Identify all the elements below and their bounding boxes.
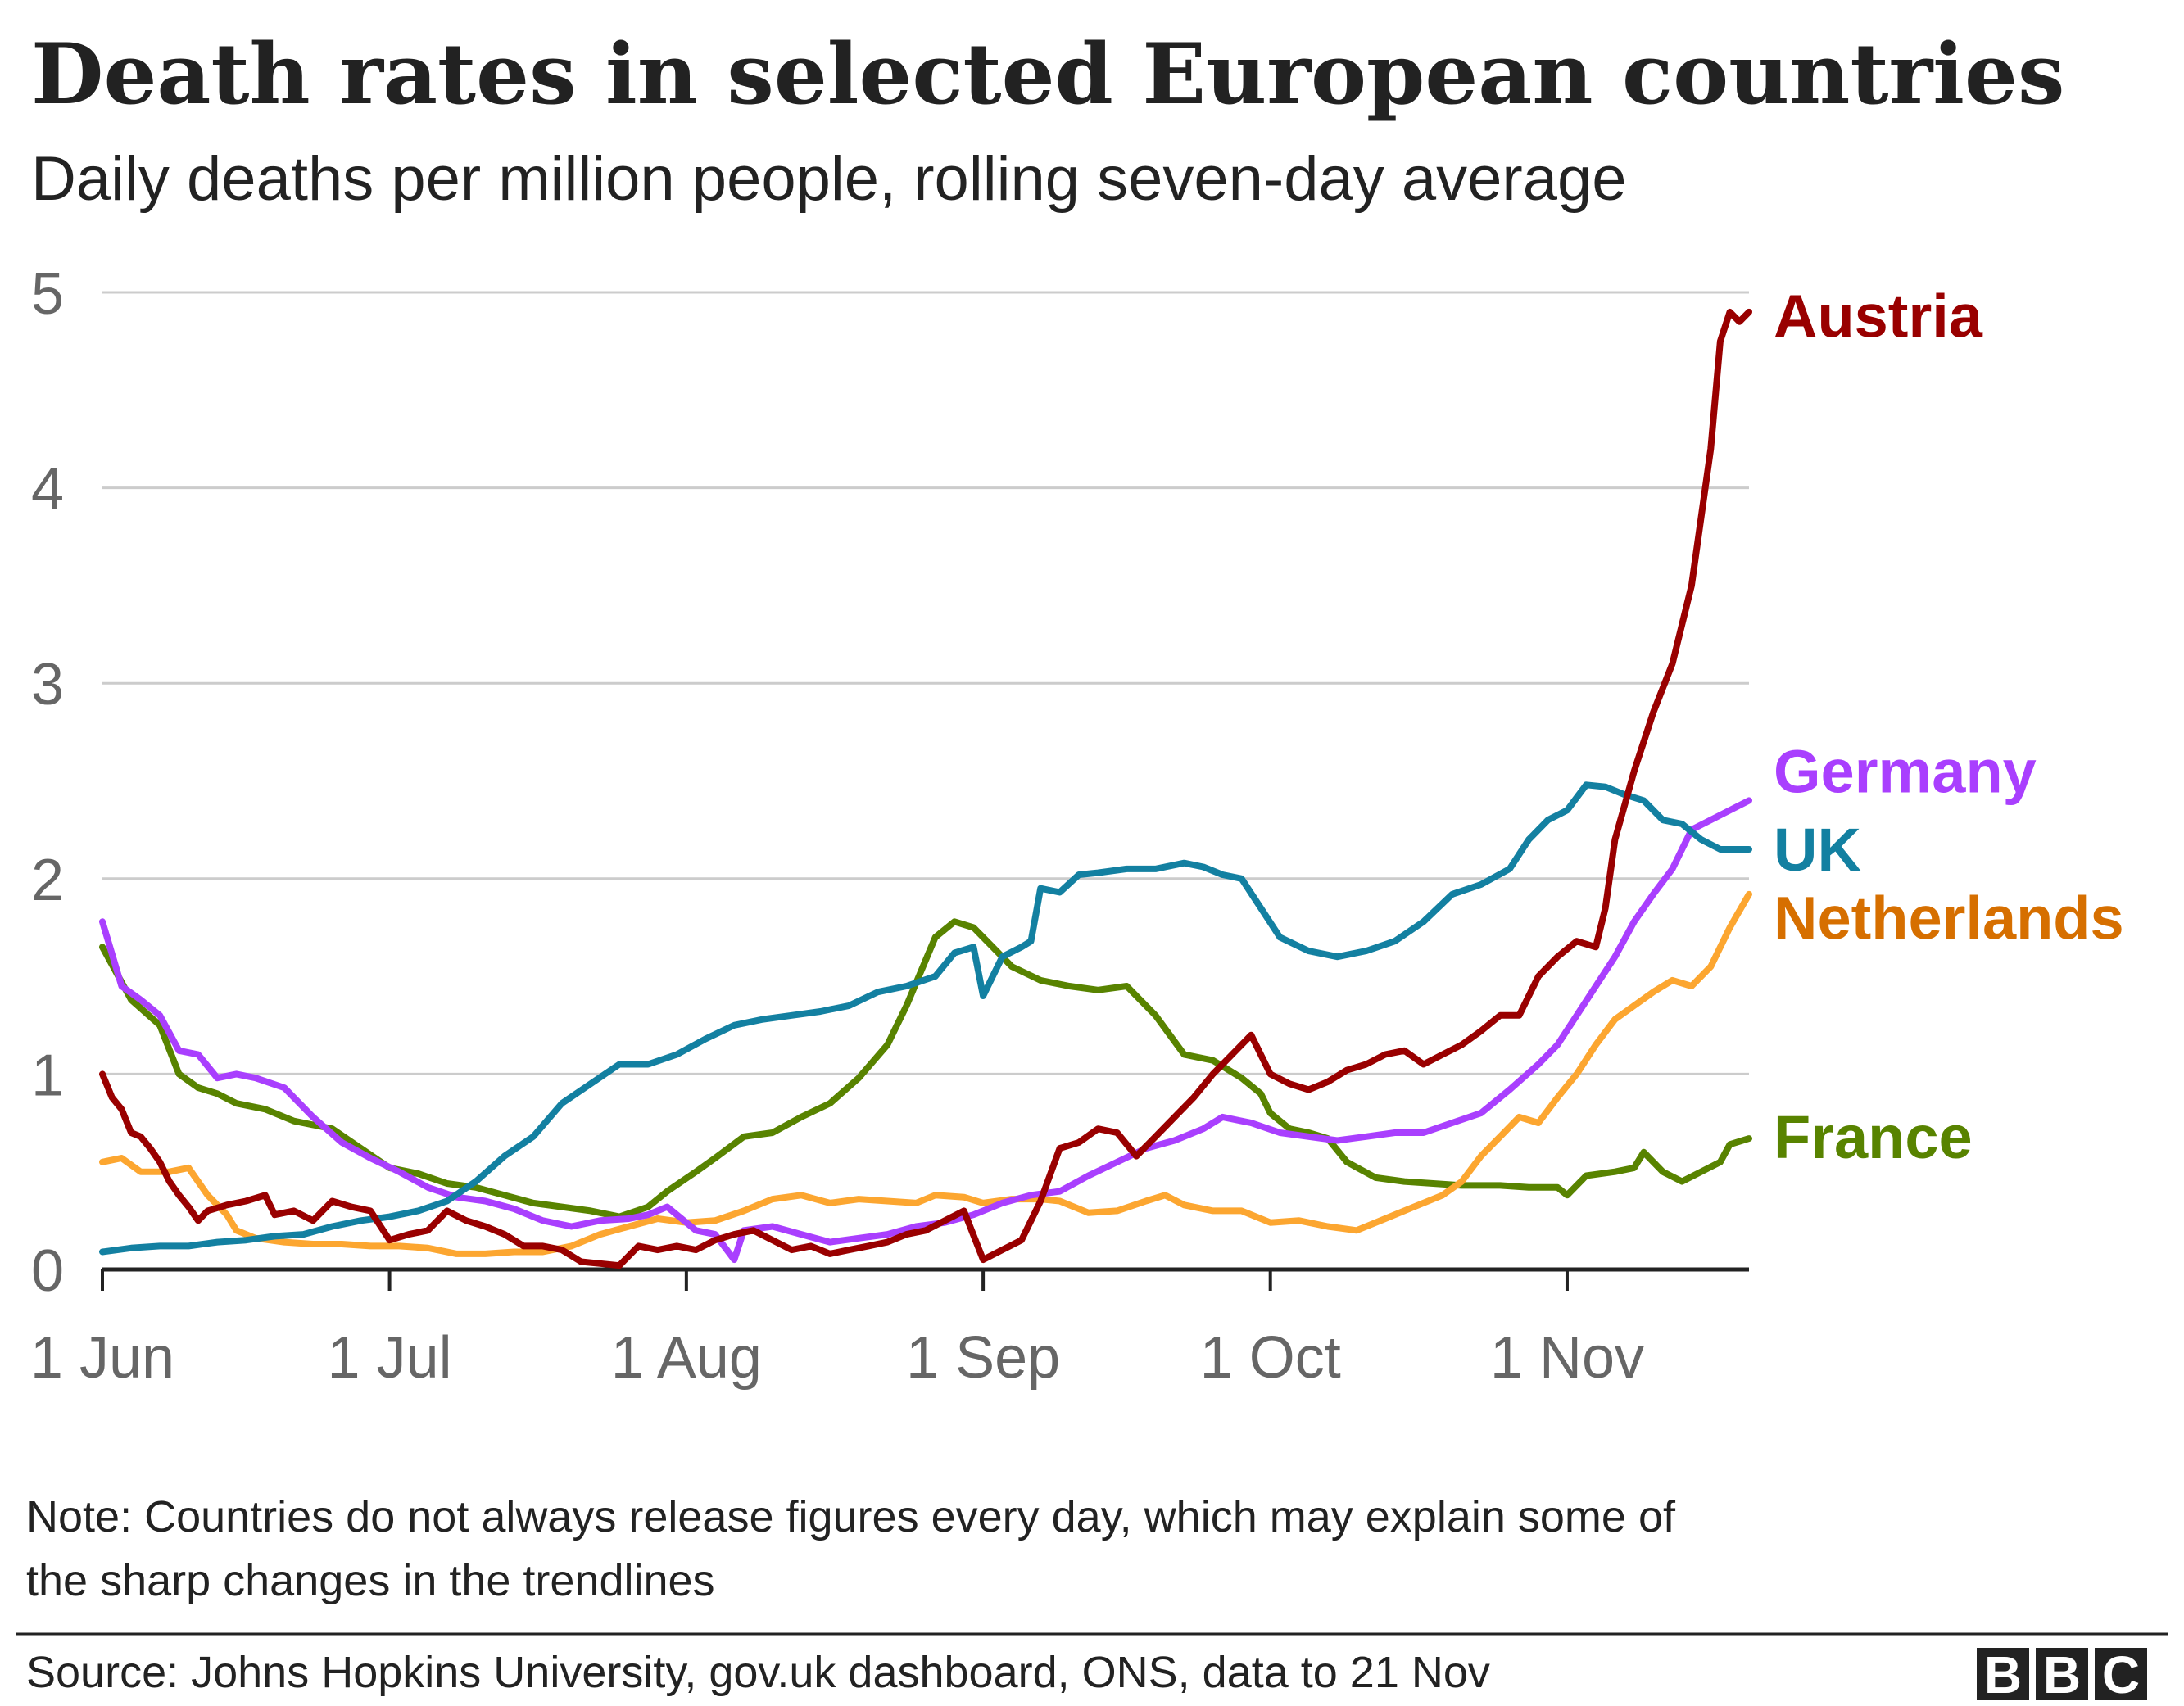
chart-title: Death rates in selected European countri… (31, 25, 2064, 124)
note-line-2: the sharp changes in the trendlines (26, 1556, 715, 1605)
x-tick-label-1-aug: 1 Aug (611, 1325, 762, 1391)
series-label-austria: Austria (1774, 283, 1983, 351)
y-tick-label-0: 0 (31, 1238, 64, 1304)
x-tick-label-1-jun: 1 Jun (30, 1325, 174, 1391)
bbc-logo-letter-2: B (2043, 1645, 2081, 1704)
y-axis: 0 1 2 3 4 5 (31, 261, 64, 1304)
series-lines (99, 308, 1752, 1269)
series-label-germany: Germany (1774, 738, 2037, 806)
bbc-logo-box-3 (2095, 1648, 2147, 1700)
y-tick-label-5: 5 (31, 261, 64, 327)
series-line-netherlands (99, 890, 1752, 1257)
chart-subtitle: Daily deaths per million people, rolling… (31, 144, 1627, 214)
series-line-germany (99, 797, 1752, 1264)
bbc-logo: B B C (1977, 1645, 2147, 1704)
y-tick-label-2: 2 (31, 848, 64, 913)
series-line-austria (99, 308, 1752, 1269)
series-line-uk (99, 781, 1752, 1256)
y-tick-label-3: 3 (31, 652, 64, 717)
x-tick-label-1-sep: 1 Sep (906, 1325, 1060, 1391)
x-axis: 1 Jun 1 Jul 1 Aug 1 Sep 1 Oct 1 Nov (30, 1269, 1644, 1391)
note-line-1: Note: Countries do not always release fi… (26, 1492, 1676, 1541)
bbc-logo-box-1 (1977, 1648, 2029, 1700)
series-line-france (99, 918, 1752, 1220)
y-tick-label-1: 1 (31, 1043, 64, 1108)
source-text: Source: Johns Hopkins University, gov.uk… (26, 1648, 1490, 1697)
x-tick-label-1-jul: 1 Jul (328, 1325, 452, 1391)
series-label-uk: UK (1774, 816, 1861, 884)
bbc-logo-letter-3: C (2102, 1645, 2140, 1704)
gridlines (102, 291, 1749, 1272)
y-tick-label-4: 4 (31, 457, 64, 523)
series-label-france: France (1774, 1103, 1973, 1171)
x-tick-label-1-oct: 1 Oct (1200, 1325, 1341, 1391)
bbc-logo-letter-1: B (1984, 1645, 2022, 1704)
x-tick-label-1-nov: 1 Nov (1490, 1325, 1644, 1391)
series-label-netherlands: Netherlands (1774, 885, 2124, 953)
bbc-logo-box-2 (2036, 1648, 2088, 1700)
